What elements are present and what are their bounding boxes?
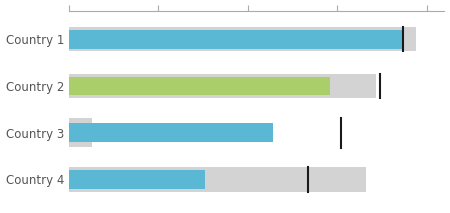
Bar [69,30,401,49]
Bar [69,118,92,123]
Bar [69,142,92,147]
Bar [69,170,205,189]
Bar [69,27,416,51]
Bar [69,76,330,95]
Bar [69,167,366,191]
Bar [69,74,377,98]
Bar [69,123,273,142]
